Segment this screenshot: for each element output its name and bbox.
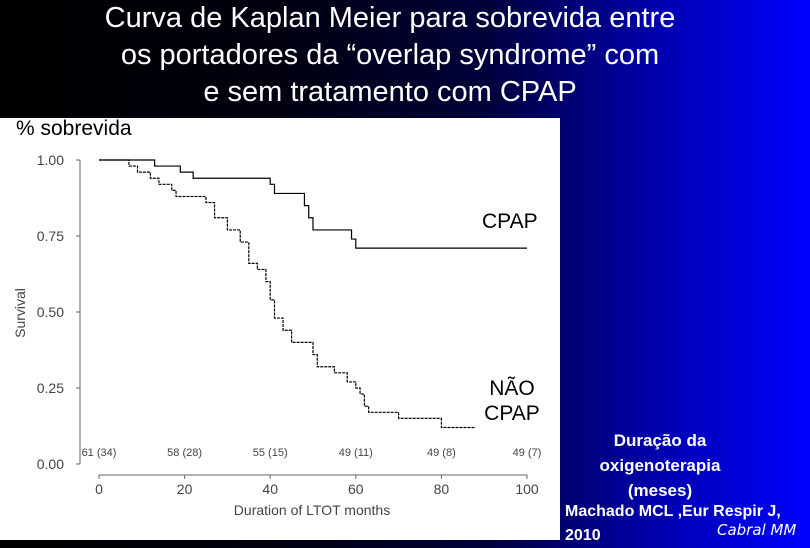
x-tick-label: 60	[348, 481, 364, 497]
y-tick-label: 0.00	[37, 456, 64, 472]
nao-cpap-label-line-2: CPAP	[484, 402, 540, 425]
author-signature: Cabral MM	[717, 521, 797, 539]
duration-line-2: oxigenoterapia	[599, 456, 721, 475]
x-tick-label: 0	[95, 481, 103, 497]
slide-title: Curva de Kaplan Meier para sobrevida ent…	[0, 0, 780, 111]
chart-panel: 0.00 0.25 0.50 0.75 1.00 0 20 40 60 80 100 61 (34)…	[0, 118, 560, 540]
y-axis-label: Survival	[12, 288, 28, 338]
nao-cpap-label-line-1: NÃO	[489, 377, 535, 400]
at-risk-label: 61 (34)	[82, 447, 117, 459]
y-tick-label: 0.25	[37, 380, 64, 396]
at-risk-label: 49 (11)	[339, 447, 373, 459]
at-risk-label: 49 (7)	[513, 447, 542, 459]
y-tick-label: 0.50	[37, 304, 64, 320]
cpap-survival-curve	[99, 159, 527, 249]
x-tick-label: 80	[434, 481, 450, 497]
kaplan-meier-chart: 0.00 0.25 0.50 0.75 1.00 0 20 40 60 80 100 61 (34)…	[12, 152, 542, 518]
nao-cpap-survival-curve	[99, 159, 476, 429]
nao-cpap-curve-label: NÃO CPAP	[472, 376, 552, 426]
y-tick-label: 0.75	[37, 228, 64, 244]
x-axis-label: Duration of LTOT months	[234, 502, 390, 518]
cpap-curve-label: CPAP	[482, 210, 538, 233]
title-line-1: Curva de Kaplan Meier para sobrevida ent…	[104, 2, 676, 34]
y-caption: % sobrevida	[16, 117, 132, 140]
at-risk-label: 49 (8)	[427, 447, 456, 459]
at-risk-label: 58 (28)	[167, 447, 202, 459]
duration-line-1: Duração da	[613, 431, 707, 450]
duration-caption: Duração da oxigenoterapia (meses)	[570, 428, 750, 503]
y-tick-label: 1.00	[37, 152, 64, 168]
x-tick-label: 40	[262, 481, 278, 497]
x-tick-label: 100	[515, 481, 539, 497]
at-risk-label: 55 (15)	[253, 447, 288, 459]
title-line-2: os portadores da “overlap syndrome” com	[120, 39, 660, 71]
x-tick-label: 20	[177, 481, 193, 497]
duration-line-3: (meses)	[627, 481, 693, 500]
citation-line-1: Machado MCL ,Eur Respir J,	[565, 503, 781, 520]
title-line-3: e sem tratamento com CPAP	[203, 76, 577, 108]
